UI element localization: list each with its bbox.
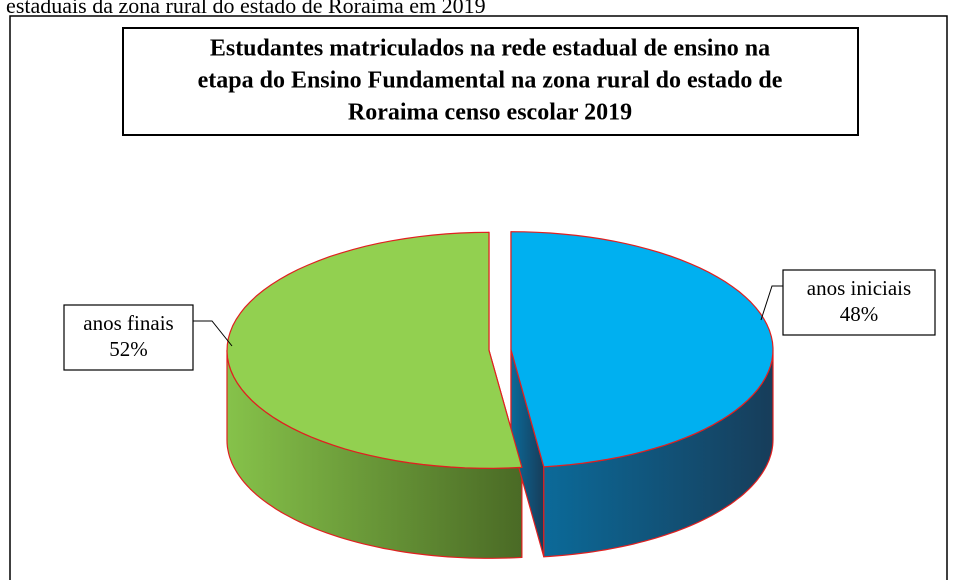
leader-line xyxy=(760,285,783,321)
title-box xyxy=(122,27,859,136)
label-box xyxy=(63,304,194,371)
chart-border xyxy=(9,15,948,580)
leader-line xyxy=(193,320,233,347)
chart-title: Estudantes matriculados na rede estadual… xyxy=(198,36,783,126)
slice xyxy=(226,231,523,469)
title-line: Roraima censo escolar 2019 xyxy=(348,100,632,126)
title-line: etapa do Ensino Fundamental na zona rura… xyxy=(198,68,783,94)
data-label-value: 48% xyxy=(840,302,879,326)
data-label-category: anos iniciais xyxy=(807,276,911,300)
slice xyxy=(510,231,774,468)
label-box xyxy=(782,269,936,336)
caption: s estaduais da zona rural do estado de R… xyxy=(0,0,486,18)
data-label-category: anos finais xyxy=(83,311,173,335)
title-line: Estudantes matriculados na rede estadual… xyxy=(210,36,770,62)
data-label-value: 52% xyxy=(109,337,148,361)
